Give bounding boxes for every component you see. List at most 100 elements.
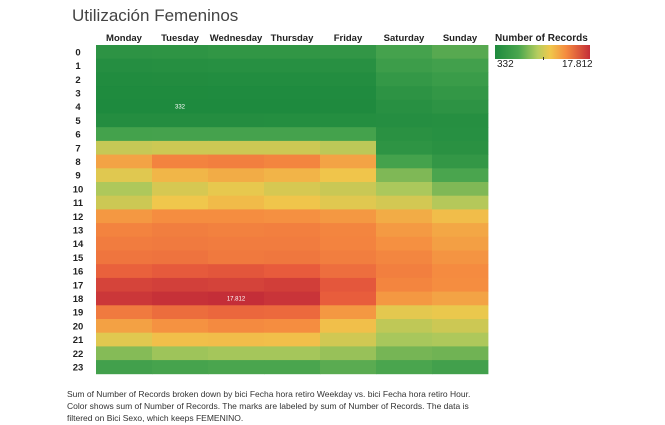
cell-value-label: 332	[175, 105, 186, 111]
row-label: 14	[73, 239, 84, 250]
heatmap-cell	[376, 332, 433, 347]
heatmap-cell	[264, 113, 321, 128]
row-label: 18	[73, 294, 84, 305]
heatmap-cell	[320, 45, 377, 60]
heatmap-cell	[320, 182, 377, 197]
heatmap-cell	[152, 277, 209, 292]
heatmap-cell	[152, 346, 209, 361]
heatmap-cell	[320, 154, 377, 169]
chart-title: Utilización Femeninos	[72, 6, 239, 25]
heatmap-cell	[264, 209, 321, 224]
heatmap-cell	[320, 291, 377, 306]
heatmap-cell	[320, 209, 377, 224]
row-label: 15	[73, 253, 84, 264]
row-label: 5	[75, 116, 81, 127]
heatmap-cell	[152, 86, 209, 101]
column-label: Sunday	[443, 33, 478, 44]
legend-color-ramp	[495, 45, 590, 59]
heatmap-cell	[320, 58, 377, 73]
heatmap-cell	[320, 195, 377, 210]
heatmap-cell	[152, 195, 209, 210]
heatmap-cell	[376, 72, 433, 87]
heatmap-cell	[376, 223, 433, 238]
heatmap-cell	[208, 319, 265, 334]
heatmap-cell	[208, 305, 265, 320]
heatmap-cell	[320, 264, 377, 279]
heatmap-cell	[432, 277, 489, 292]
heatmap-cell	[96, 332, 153, 347]
heatmap-cell	[432, 332, 489, 347]
heatmap-cell	[96, 182, 153, 197]
column-labels: Monday Tuesday Wednesday Thursday Friday Satu…	[106, 33, 478, 44]
column-label: Monday	[106, 33, 143, 44]
heatmap-cell	[376, 250, 433, 265]
heatmap-cell	[208, 223, 265, 238]
row-label: 17	[73, 280, 84, 291]
heatmap-cell	[96, 58, 153, 73]
row-label: 2	[75, 75, 80, 86]
row-label: 21	[73, 335, 84, 346]
heatmap-cell	[96, 86, 153, 101]
heatmap-cell	[320, 72, 377, 87]
heatmap-cell	[208, 264, 265, 279]
heatmap-cell	[376, 264, 433, 279]
heatmap-cell	[320, 277, 377, 292]
heatmap-cell	[96, 223, 153, 238]
heatmap-cell	[376, 45, 433, 60]
heatmap-cell	[208, 182, 265, 197]
row-label: 3	[75, 88, 80, 99]
heatmap-cell	[152, 223, 209, 238]
heatmap-cell	[152, 140, 209, 155]
row-label: 13	[73, 225, 84, 236]
heatmap-cell	[376, 127, 433, 142]
heatmap-cell	[208, 154, 265, 169]
heatmap-cell	[432, 195, 489, 210]
row-label: 19	[73, 308, 84, 319]
heatmap-cell	[432, 86, 489, 101]
heatmap-cell	[320, 127, 377, 142]
heatmap-cell	[152, 168, 209, 183]
row-label: 4	[75, 102, 81, 113]
column-label: Thursday	[271, 33, 314, 44]
heatmap-cell	[96, 250, 153, 265]
row-label: 16	[73, 267, 84, 278]
heatmap-cell	[208, 127, 265, 142]
row-label: 11	[73, 198, 84, 209]
heatmap-cell	[432, 45, 489, 60]
heatmap-cell	[320, 86, 377, 101]
heatmap-cell	[320, 140, 377, 155]
row-label: 12	[73, 212, 84, 223]
heatmap-cell	[376, 140, 433, 155]
row-label: 10	[73, 184, 84, 195]
heatmap-cell	[320, 319, 377, 334]
heatmap-cell	[376, 58, 433, 73]
heatmap-cell	[152, 72, 209, 87]
heatmap-cell	[432, 264, 489, 279]
row-label: 0	[75, 47, 80, 58]
heatmap-cell	[432, 58, 489, 73]
heatmap-cell	[96, 291, 153, 306]
heatmap-cell	[432, 209, 489, 224]
row-label: 23	[73, 362, 84, 373]
heatmap-cell	[432, 168, 489, 183]
heatmap-cell	[152, 113, 209, 128]
heatmap-cell	[432, 72, 489, 87]
heatmap-cell	[152, 154, 209, 169]
row-label: 22	[73, 349, 84, 360]
heatmap-cell	[376, 195, 433, 210]
heatmap-cell	[208, 360, 265, 375]
heatmap-cell	[432, 223, 489, 238]
heatmap-cell	[152, 360, 209, 375]
legend-tick	[543, 57, 544, 60]
heatmap-cell	[264, 277, 321, 292]
heatmap-cell	[264, 182, 321, 197]
row-label: 1	[75, 61, 81, 72]
legend-max-label: 17.812	[562, 59, 593, 70]
heatmap-cell	[376, 305, 433, 320]
heatmap-cell	[264, 58, 321, 73]
column-label: Wednesday	[210, 33, 263, 44]
heatmap-cell	[96, 264, 153, 279]
heatmap-cell	[376, 319, 433, 334]
heatmap-cell	[96, 209, 153, 224]
